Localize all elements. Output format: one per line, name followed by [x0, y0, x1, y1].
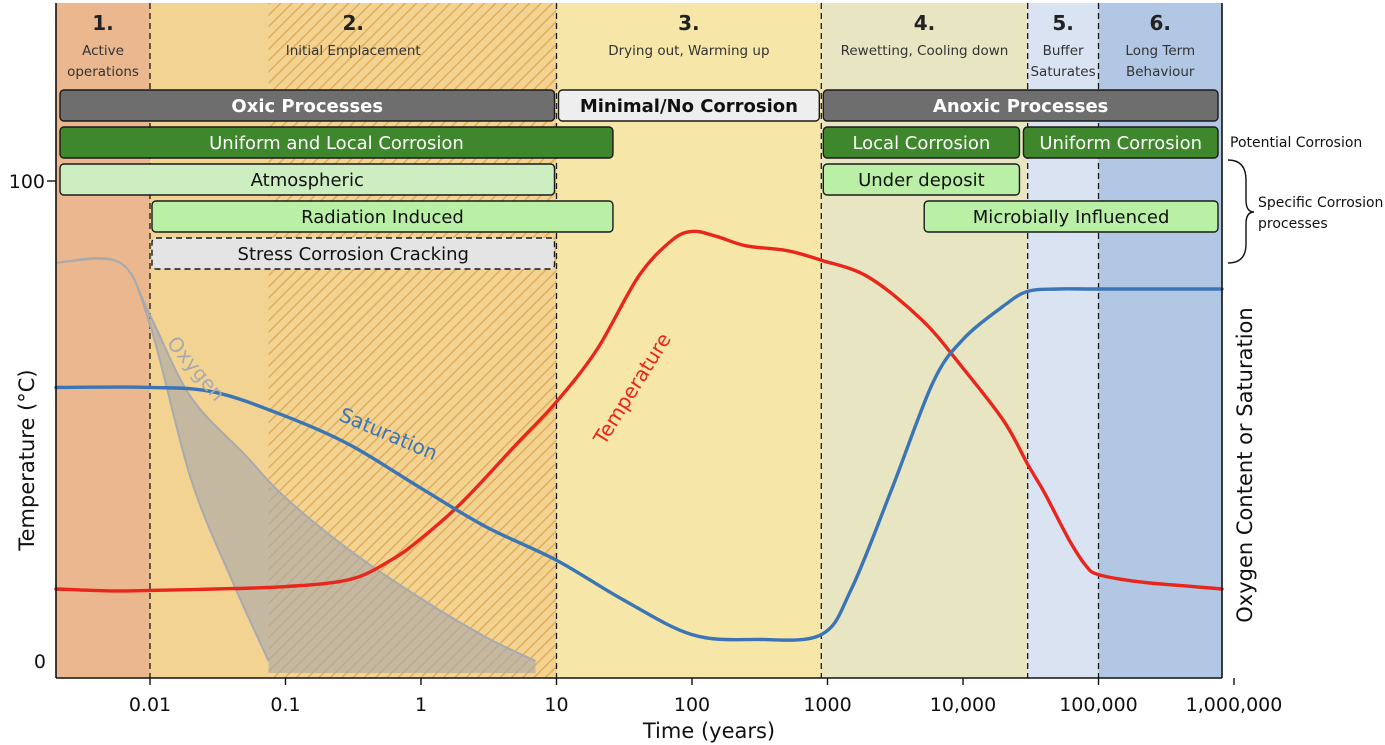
minimal-no-corrosion-label: Minimal/No Corrosion — [580, 96, 798, 117]
oxic-processes-bar-box — [59, 89, 556, 122]
temperature-line — [54, 229, 1224, 593]
phase-1-name: operations — [67, 64, 139, 80]
phase-6-name: Behaviour — [1126, 64, 1195, 80]
radiation-induced-bar-box — [151, 200, 614, 233]
saturation-line — [54, 287, 1224, 642]
phase-labels: 1. Active operations 2. Initial Emplacement 3… — [67, 11, 1195, 80]
microbially-influenced-bar: Microbially Influenced — [923, 200, 1219, 233]
oxygen-lower-line — [55, 256, 270, 662]
phase-2-name: Initial Emplacement — [286, 43, 421, 59]
phase-4-number: 4. — [914, 11, 936, 35]
x-tick-label: 1,000,000 — [1186, 694, 1283, 716]
x-tick-label: 0.01 — [129, 694, 171, 716]
oxic-processes-label: Oxic Processes — [231, 96, 383, 117]
phase-5-number: 5. — [1052, 11, 1074, 35]
x-tick-label: 100 — [674, 694, 710, 716]
y-axis-title-left: Temperature (°C) — [15, 369, 39, 551]
phase-3-name: Drying out, Warming up — [608, 43, 769, 59]
y-tick-label: 100 — [9, 171, 45, 193]
specific-corrosion-label: processes — [1258, 216, 1328, 232]
uniform-and-local-corrosion-bar: Uniform and Local Corrosion — [59, 126, 614, 159]
anoxic-processes-bar: Anoxic Processes — [822, 89, 1219, 122]
microbially-influenced-bar-box — [923, 200, 1219, 233]
phase-3-number: 3. — [678, 11, 700, 35]
y-tick-label: 0 — [34, 651, 46, 673]
minimal-no-corrosion-bar-box — [557, 89, 820, 122]
phase-4-name: Rewetting, Cooling down — [841, 43, 1009, 59]
under-deposit-bar-box — [822, 163, 1021, 196]
atmospheric-label: Atmospheric — [251, 170, 364, 191]
phase-6-name: Long Term — [1125, 43, 1195, 59]
uniform-corrosion-bar-box — [1022, 126, 1219, 159]
stress-corrosion-cracking-bar-box — [151, 237, 556, 270]
specific-processes-brace — [1227, 159, 1255, 264]
phase-6-number: 6. — [1149, 11, 1171, 35]
local-corrosion-bar-box — [822, 126, 1021, 159]
process-bars: Oxic Processes Minimal/No Corrosion Anoxic… — [59, 89, 1219, 270]
anoxic-processes-label: Anoxic Processes — [933, 96, 1109, 117]
anoxic-processes-bar-box — [822, 89, 1219, 122]
stress-corrosion-cracking-bar: Stress Corrosion Cracking — [151, 237, 556, 270]
y-axis-title-right: Oxygen Content or Saturation — [1233, 307, 1257, 622]
local-corrosion-label: Local Corrosion — [852, 133, 990, 154]
uniform-and-local-corrosion-bar-box — [59, 126, 614, 159]
phase-5-name: Saturates — [1030, 64, 1095, 80]
phase-1-number: 1. — [92, 11, 114, 35]
oxygen-band — [55, 256, 536, 673]
phase-2-number: 2. — [342, 11, 364, 35]
minimal-no-corrosion-bar: Minimal/No Corrosion — [557, 89, 820, 122]
microbially-influenced-label: Microbially Influenced — [973, 207, 1170, 228]
under-deposit-label: Under deposit — [858, 170, 985, 191]
phase-1-name: Active — [82, 43, 124, 59]
uniform-and-local-corrosion-label: Uniform and Local Corrosion — [209, 133, 464, 154]
x-tick-label: 10,000 — [930, 694, 996, 716]
specific-corrosion-label: Specific Corrosion — [1258, 195, 1383, 211]
uniform-corrosion-label: Uniform Corrosion — [1039, 133, 1202, 154]
local-corrosion-bar: Local Corrosion — [822, 126, 1021, 159]
x-tick-label: 10 — [544, 694, 568, 716]
under-deposit-bar: Under deposit — [822, 163, 1021, 196]
radiation-induced-bar: Radiation Induced — [151, 200, 614, 233]
stress-corrosion-cracking-label: Stress Corrosion Cracking — [238, 244, 469, 265]
x-tick-label: 1 — [415, 694, 427, 716]
uniform-corrosion-bar: Uniform Corrosion — [1022, 126, 1219, 159]
atmospheric-bar: Atmospheric — [59, 163, 556, 196]
radiation-induced-label: Radiation Induced — [301, 207, 464, 228]
x-axis-title: Time (years) — [642, 719, 775, 743]
x-tick-label: 100,000 — [1059, 694, 1138, 716]
potential-corrosion-label: Potential Corrosion — [1230, 135, 1362, 151]
x-tick-label: 1000 — [803, 694, 851, 716]
oxic-processes-bar: Oxic Processes — [59, 89, 556, 122]
atmospheric-bar-box — [59, 163, 556, 196]
side-annotations: Potential Corrosion Specific Corrosion pro… — [1227, 135, 1383, 264]
data-lines — [54, 229, 1224, 642]
phase-5-name: Buffer — [1043, 43, 1084, 59]
oxygen-band-fill — [56, 257, 536, 673]
axes: 0.01 0.1 1 10 100 1000 10,000 100,000 1,000,000 0… — [9, 3, 1283, 743]
x-tick-label: 0.1 — [270, 694, 300, 716]
